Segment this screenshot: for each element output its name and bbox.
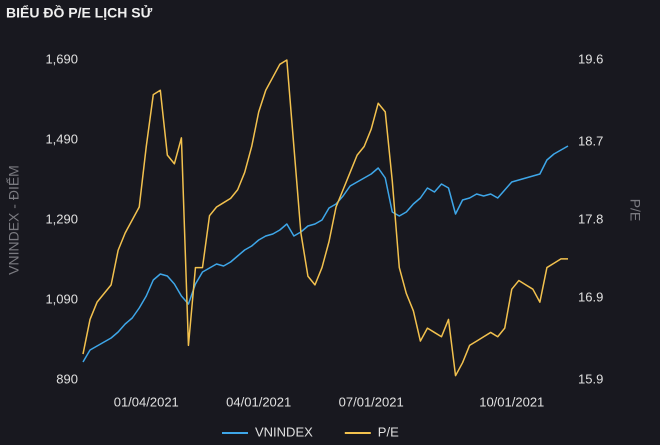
y2-tick-label: 15.9 — [578, 371, 603, 386]
x-tick-label: 04/01/2021 — [226, 394, 291, 409]
y-tick-label: 890 — [56, 371, 78, 386]
y-tick-label: 1,490 — [45, 131, 78, 146]
legend-label: VNINDEX — [255, 424, 313, 439]
series-line — [82, 145, 569, 363]
y-tick-label: 1,090 — [45, 291, 78, 306]
x-tick-label: 01/04/2021 — [114, 394, 179, 409]
y2-tick-label: 16.9 — [578, 289, 603, 304]
series-line — [82, 59, 568, 377]
y2-tick-label: 18.7 — [578, 134, 603, 149]
chart-title: BIỂU ĐỒ P/E LỊCH SỬ — [6, 4, 153, 21]
y2-tick-label: 17.8 — [578, 211, 603, 226]
y-tick-label: 1,690 — [45, 51, 78, 66]
y2-axis-title: P/E — [627, 199, 643, 222]
y-tick-label: 1,290 — [45, 211, 78, 226]
y-axis-title: VNINDEX - ĐIỂM — [5, 165, 22, 275]
legend-label: P/E — [378, 424, 399, 439]
x-tick-label: 07/01/2021 — [339, 394, 404, 409]
y2-tick-label: 19.6 — [578, 51, 603, 66]
x-tick-label: 10/01/2021 — [479, 394, 544, 409]
